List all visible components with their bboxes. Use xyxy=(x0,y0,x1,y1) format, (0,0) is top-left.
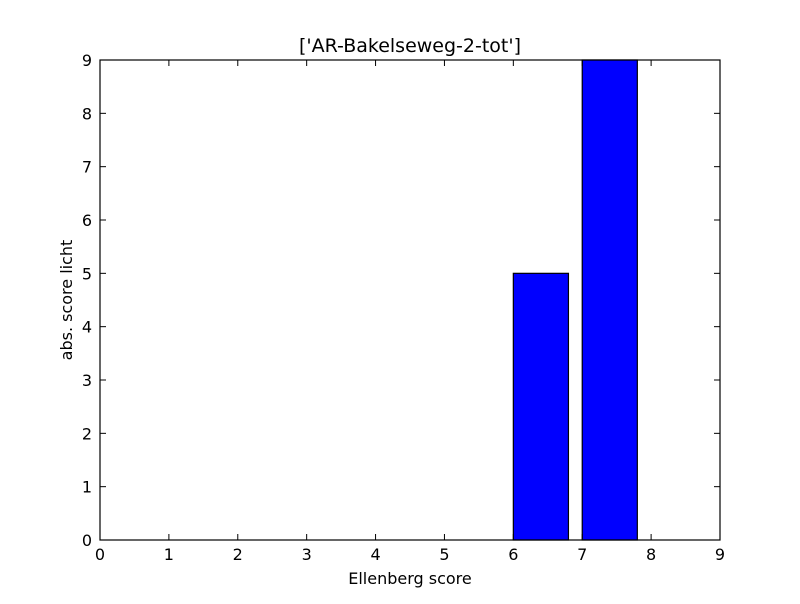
x-tick-label: 5 xyxy=(439,545,449,564)
x-tick-label: 4 xyxy=(370,545,380,564)
plot-frame xyxy=(99,59,721,541)
x-tick-label: 9 xyxy=(715,545,725,564)
x-tick-label: 1 xyxy=(164,545,174,564)
y-tick-label: 7 xyxy=(82,158,92,177)
x-axis-title: Ellenberg score xyxy=(348,569,472,588)
x-tick-label: 3 xyxy=(302,545,312,564)
x-tick-label: 2 xyxy=(233,545,243,564)
bar-7 xyxy=(581,59,638,541)
y-tick-label: 0 xyxy=(82,531,92,550)
y-tick-label: 3 xyxy=(82,371,92,390)
bar-6 xyxy=(512,272,570,541)
y-tick-label: 8 xyxy=(82,104,92,123)
y-axis-title: abs. score licht xyxy=(57,240,76,361)
chart-title: ['AR-Bakelseweg-2-tot'] xyxy=(299,35,521,57)
bars-layer xyxy=(512,59,638,541)
x-tick-label: 6 xyxy=(508,545,518,564)
y-tick-label: 1 xyxy=(82,478,92,497)
axes-layer: 0 1 2 3 4 5 6 7 8 9 0 1 2 3 4 5 6 7 8 9 xyxy=(82,51,725,564)
y-tick-label: 6 xyxy=(82,211,92,230)
y-tick-label: 4 xyxy=(82,318,92,337)
y-tick-label: 9 xyxy=(82,51,92,70)
y-tick-label: 5 xyxy=(82,264,92,283)
x-tick-label: 7 xyxy=(577,545,587,564)
y-tick-label: 2 xyxy=(82,424,92,443)
x-tick-label: 8 xyxy=(646,545,656,564)
x-tick-label: 0 xyxy=(95,545,105,564)
